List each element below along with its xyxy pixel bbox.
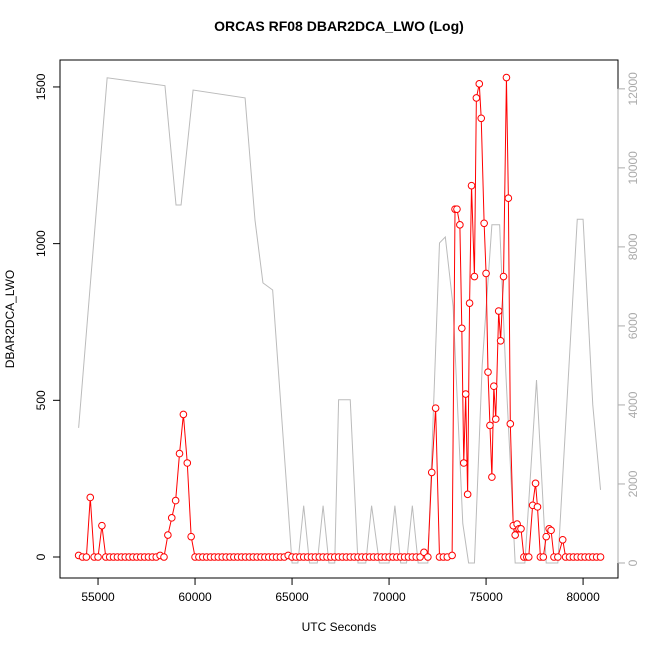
data-point: [82, 553, 91, 561]
data-point: [531, 479, 540, 488]
data-point: [86, 493, 95, 502]
data-point: [554, 553, 562, 561]
data-point: [183, 459, 192, 467]
data-point: [596, 553, 605, 561]
y2-tick-label: 8000: [626, 233, 640, 260]
x-tick-label: 80000: [566, 590, 600, 604]
data-point: [502, 73, 511, 82]
y2-tick-label: 0: [626, 559, 640, 566]
data-point: [424, 553, 432, 561]
x-tick-label: 65000: [275, 590, 309, 604]
y2-tick-label: 4000: [626, 391, 640, 418]
y2-tick-label: 6000: [626, 312, 640, 339]
x-tick-label: 70000: [372, 590, 406, 604]
data-point: [524, 553, 533, 561]
secondary-line: [78, 77, 602, 564]
y-tick-label: 1000: [34, 230, 48, 257]
data-point: [484, 368, 492, 376]
data-point: [533, 503, 542, 511]
data-point: [448, 551, 456, 560]
data-point: [427, 468, 436, 477]
data-point: [486, 421, 494, 430]
data-point: [459, 459, 468, 467]
data-point: [467, 181, 476, 190]
data-point: [98, 521, 106, 530]
y-axis-label: DBAR2DCA_LWO: [3, 270, 17, 368]
data-point: [472, 94, 481, 102]
x-axis-label: UTC Seconds: [302, 620, 377, 634]
data-point: [167, 514, 176, 522]
y-tick-label: 500: [34, 390, 48, 410]
data-point: [480, 219, 488, 228]
data-point: [475, 80, 484, 88]
data-point: [517, 525, 525, 533]
data-point: [175, 449, 184, 458]
data-point: [477, 114, 486, 123]
data-point: [431, 404, 440, 412]
x-tick-label: 55000: [81, 590, 115, 604]
data-point: [504, 194, 513, 202]
data-point: [506, 420, 515, 428]
x-tick-label: 75000: [469, 590, 503, 604]
data-point: [458, 324, 466, 333]
y-tick-label: 0: [34, 553, 48, 560]
y2-tick-label: 2000: [626, 470, 640, 497]
x-tick-label: 60000: [178, 590, 212, 604]
data-point: [496, 336, 505, 345]
data-point: [558, 535, 567, 544]
data-point: [490, 382, 498, 391]
data-point: [463, 490, 472, 499]
data-point: [499, 272, 508, 281]
data-point: [547, 526, 555, 535]
plot-area: [74, 73, 605, 564]
data-point: [465, 299, 474, 307]
y2-tick-label: 10000: [626, 151, 640, 185]
y-tick-label: 1500: [34, 73, 48, 100]
data-point: [539, 553, 548, 561]
data-point: [482, 269, 490, 278]
data-point: [456, 221, 464, 229]
data-point: [494, 307, 503, 315]
data-point: [187, 532, 195, 541]
data-point: [171, 496, 180, 505]
data-point: [461, 390, 470, 398]
data-point: [470, 272, 479, 281]
data-point: [488, 473, 496, 481]
data-point: [491, 415, 500, 423]
data-point: [160, 553, 168, 561]
y2-tick-label: 12000: [626, 72, 640, 106]
data-point: [164, 531, 172, 539]
chart-title: ORCAS RF08 DBAR2DCA_LWO (Log): [214, 18, 464, 34]
data-point: [94, 553, 102, 561]
data-point: [179, 410, 188, 419]
data-point: [542, 532, 551, 541]
data-point: [511, 531, 519, 539]
data-point: [453, 205, 461, 213]
